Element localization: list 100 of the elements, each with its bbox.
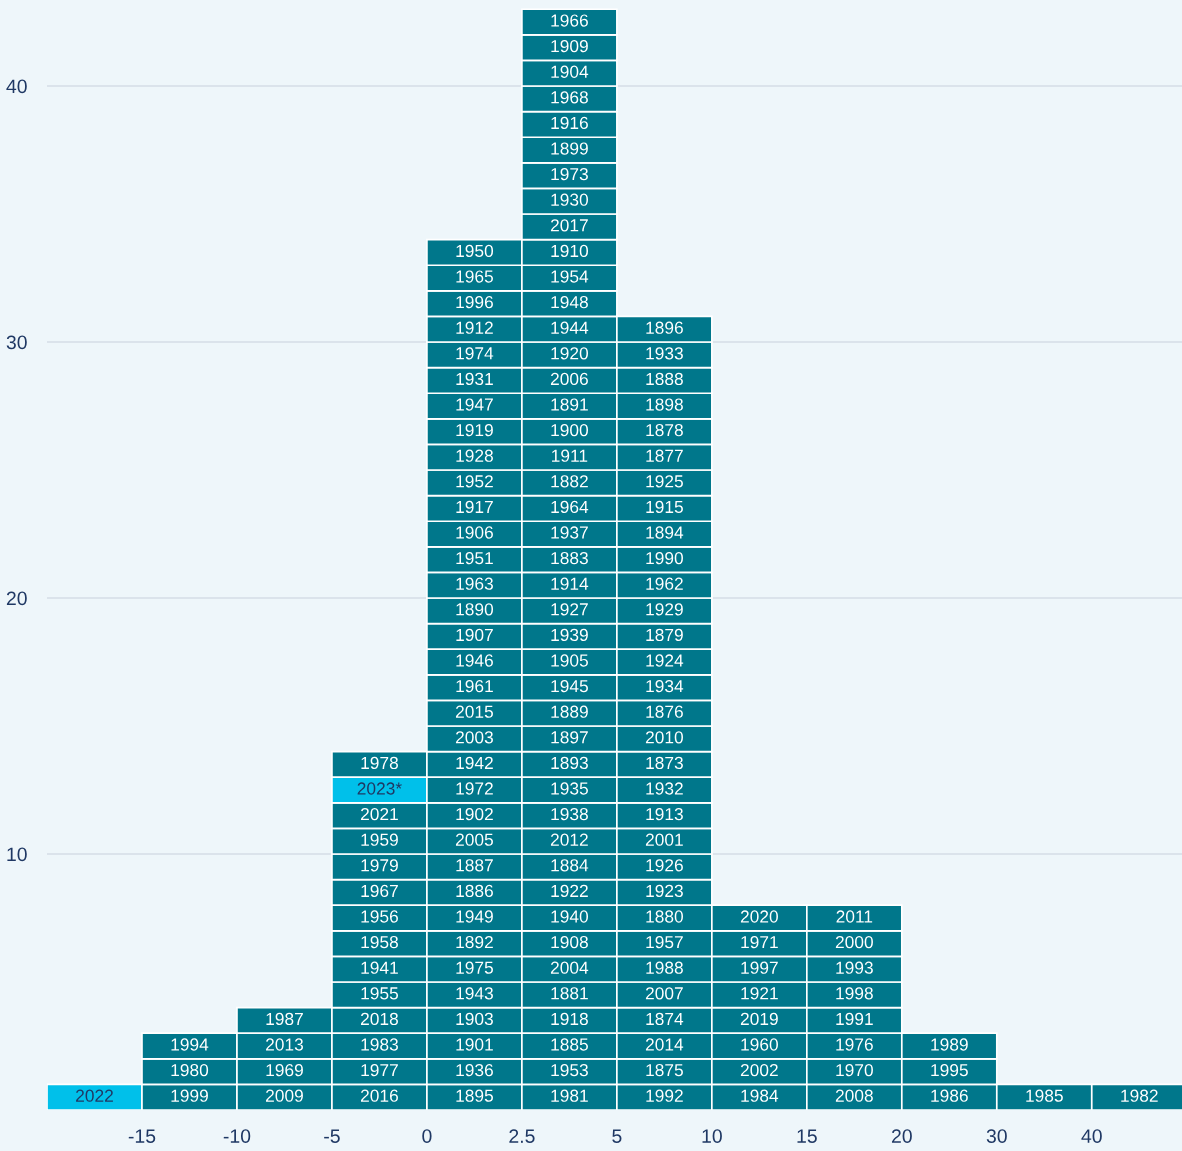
- series-label: 1896: [646, 321, 683, 334]
- series-label: 1955: [361, 987, 399, 1000]
- series-label: 1905: [551, 654, 588, 667]
- y-tick-label: 10: [7, 847, 27, 862]
- series-label: 1959: [361, 833, 398, 846]
- series-label: 1879: [646, 628, 683, 642]
- series-label: 1881: [551, 987, 588, 1000]
- series-label: 1902: [456, 807, 493, 821]
- series-label: 1899: [551, 142, 588, 155]
- series-label: 1930: [551, 193, 589, 206]
- series-label: 1941: [361, 961, 398, 974]
- series-label: 1920: [551, 347, 589, 360]
- series-label: 1891: [551, 398, 588, 411]
- text: 2.5: [509, 1129, 535, 1143]
- series-label: 1919: [456, 423, 493, 437]
- series-label: 1979: [361, 859, 398, 872]
- text: 10: [702, 1129, 722, 1143]
- series-label: 2021: [360, 807, 398, 821]
- series-label: 1889: [551, 705, 588, 718]
- series-label: 1931: [456, 372, 493, 386]
- series-label: 1933: [646, 347, 683, 360]
- series-label: 1916: [551, 116, 588, 130]
- series-label: 2006: [550, 372, 588, 386]
- series-label: 2004: [550, 961, 589, 974]
- series-label: 2005: [455, 833, 493, 846]
- series-label: 1886: [456, 884, 493, 898]
- series-label: 1982: [1121, 1089, 1158, 1102]
- series-label: 1937: [551, 526, 588, 539]
- text: 20: [891, 1129, 912, 1143]
- series-label: 2001: [645, 833, 683, 846]
- text: 40: [1081, 1129, 1102, 1143]
- series-label: 1938: [551, 807, 588, 821]
- series-label: 2019: [740, 1012, 778, 1026]
- series-label: 1942: [456, 756, 493, 770]
- series-label: 1949: [456, 910, 493, 923]
- series-label: 2013: [266, 1038, 303, 1051]
- series-label: 2018: [360, 1012, 398, 1026]
- series-label: 1988: [646, 961, 683, 974]
- series-label: 1876: [646, 705, 683, 718]
- series-label: 1885: [551, 1038, 588, 1051]
- series-label: 1960: [741, 1038, 778, 1051]
- series-label: 1873: [646, 756, 683, 770]
- text: 30: [986, 1129, 1007, 1143]
- series-label: 1887: [456, 859, 493, 872]
- series-label: 1977: [361, 1063, 398, 1077]
- series-label: 1925: [646, 475, 683, 488]
- y-tick-label: 30: [6, 335, 27, 350]
- series-label: 2023*: [357, 782, 402, 795]
- series-label: 1952: [456, 475, 493, 488]
- series-label: 1882: [551, 475, 588, 488]
- series-label: 2010: [645, 731, 683, 744]
- series-label: 1968: [551, 91, 588, 104]
- series-label: 1975: [456, 961, 493, 974]
- series-label: 1924: [646, 654, 684, 667]
- series-label: 1904: [551, 65, 589, 78]
- series-label: 1900: [551, 423, 589, 437]
- series-label: 1908: [551, 935, 588, 949]
- series-label: 1947: [456, 398, 493, 411]
- series-label: 1981: [551, 1089, 588, 1102]
- series-label: 1994: [171, 1038, 209, 1051]
- series-label: 1986: [931, 1089, 968, 1102]
- series-label: 1932: [646, 782, 683, 795]
- text: 0: [422, 1129, 432, 1143]
- series-label: 1950: [456, 244, 494, 258]
- series-label: 1893: [551, 756, 588, 770]
- series-label: 1914: [551, 577, 589, 590]
- series-label: 1998: [836, 987, 873, 1000]
- series-label: 1971: [741, 935, 778, 949]
- series-label: 1993: [836, 961, 873, 974]
- series-label: 1921: [741, 987, 778, 1000]
- series-label: 1951: [456, 551, 493, 565]
- series-label: 1987: [266, 1012, 303, 1026]
- series-label: 2022: [76, 1089, 113, 1102]
- series-label: 1906: [456, 526, 493, 539]
- series-label: 1989: [931, 1038, 968, 1051]
- series-label: 1954: [551, 270, 589, 283]
- series-label: 2002: [740, 1063, 778, 1077]
- series-label: 1964: [551, 500, 589, 514]
- series-label: 1976: [836, 1038, 873, 1051]
- text: 5: [612, 1129, 622, 1143]
- series-label: 1936: [456, 1063, 493, 1077]
- series-label: 1892: [456, 935, 493, 949]
- series-label: 1915: [646, 500, 683, 514]
- series-label: 1913: [646, 807, 683, 821]
- series-label: 1918: [551, 1012, 588, 1026]
- series-label: 1972: [456, 782, 493, 795]
- series-label: 2016: [360, 1089, 398, 1102]
- series-label: 1948: [551, 295, 588, 309]
- series-label: 1917: [456, 500, 493, 514]
- series-label: 1875: [646, 1063, 683, 1077]
- series-label: 1978: [361, 756, 398, 770]
- series-label: 2011: [836, 910, 873, 923]
- series-label: 1922: [551, 884, 588, 898]
- series-label: 1907: [456, 628, 493, 642]
- series-label: 1878: [646, 423, 683, 437]
- series-label: 1965: [456, 270, 493, 283]
- series-label: 1970: [836, 1063, 873, 1077]
- series-label: 1974: [456, 347, 494, 360]
- series-label: 1943: [456, 987, 493, 1000]
- series-label: 1923: [646, 884, 683, 898]
